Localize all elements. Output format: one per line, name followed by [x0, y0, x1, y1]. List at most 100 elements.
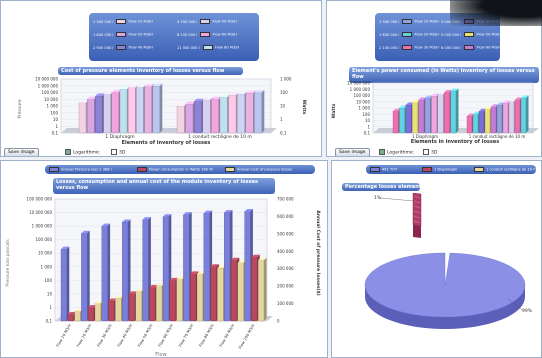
- bar-top: [450, 88, 459, 92]
- bar-front: [392, 111, 399, 134]
- legend-label: Flow 10 M3/H: [414, 19, 439, 24]
- legend-value: 1 600 000 l: [379, 32, 400, 37]
- legend-item: 1 300 000 l Flow 10 M3/H: [93, 19, 153, 24]
- legend-label: Flow 50 M3/H: [476, 32, 501, 37]
- legend-swatch: [49, 167, 59, 172]
- bar-side: [261, 90, 265, 133]
- bar-front: [67, 314, 74, 322]
- bar-front: [514, 99, 521, 134]
- legend-item: 461 TOT: [370, 167, 397, 172]
- save-image-button[interactable]: Save image: [335, 148, 370, 156]
- y2-tick-label: 100: [280, 90, 288, 95]
- bar-front: [203, 213, 210, 322]
- bar-top: [412, 99, 421, 103]
- legend-label: Flow 20 M3/H: [128, 32, 153, 37]
- legend-swatch: [137, 167, 147, 172]
- legend-swatch: [200, 32, 211, 37]
- x-axis-label: Flow: [155, 352, 166, 358]
- chart-title: Losses, consumption and annual cost of t…: [53, 178, 275, 194]
- x-tick-label: Flow 30 M3/H: [96, 323, 113, 348]
- y-tick-label: 100: [44, 278, 52, 283]
- pie-annotation: 1%: [374, 195, 382, 201]
- save-image-button[interactable]: Save image: [4, 148, 39, 156]
- legend-swatch: [402, 19, 413, 24]
- bar-front: [176, 279, 183, 322]
- legend-item: 11 000 000 l Flow 80 M3/H: [177, 45, 239, 50]
- bar-top: [67, 312, 77, 315]
- legend-swatch: [464, 45, 475, 50]
- bar-top: [163, 214, 172, 217]
- legend-swatch: [116, 19, 127, 24]
- bar-top: [152, 83, 163, 87]
- logarithmic-checkbox[interactable]: Logarithmic: [65, 149, 100, 156]
- bar-front: [484, 109, 491, 134]
- y2-tick-label: 1 000: [280, 77, 292, 82]
- y2-tick-label: 300 000: [277, 266, 294, 271]
- bar-top: [418, 97, 427, 100]
- bar: [219, 94, 230, 134]
- y-tick-label: 1 000 000: [350, 87, 371, 92]
- bar: [258, 257, 267, 322]
- bar-side: [456, 88, 459, 133]
- bar-top: [144, 83, 155, 87]
- legend-value: 2 100 000 l: [379, 45, 400, 50]
- x-tick-label: 1 conduit rectiligne de 10 m: [188, 134, 252, 140]
- 3d-checkbox[interactable]: 3D: [111, 149, 125, 156]
- pie-slice-side: [413, 225, 421, 238]
- x-tick-label: 1 Diaphragm: [105, 134, 134, 140]
- y-tick-label: 1 000 000: [38, 83, 59, 88]
- y-tick-label: 100 000: [35, 237, 52, 242]
- bar: [60, 246, 70, 322]
- legend-value: 4 700 000 l: [177, 19, 198, 24]
- bar-front: [149, 287, 156, 322]
- legend-label: Flow 60 M3/H: [212, 32, 237, 37]
- bar-top: [231, 257, 240, 261]
- bar-front: [119, 89, 128, 134]
- x-tick-label: 1 Diaphragm: [412, 134, 438, 139]
- panel-top-left: 1 300 000 l Flow 10 M3/H 1 800 000 l Flow 2…: [0, 0, 322, 157]
- y-tick-label: 100 000: [41, 90, 58, 95]
- bar-front: [95, 95, 103, 134]
- x-tick-label: Flow 50 M3/H: [136, 323, 153, 348]
- legend-label: Flow 60 M3/H: [476, 45, 501, 50]
- bar-front: [251, 257, 258, 322]
- bar: [228, 92, 239, 134]
- bar-top: [156, 283, 165, 286]
- legend-label: Flow 30 M3/H: [414, 45, 439, 50]
- bar-top: [185, 101, 196, 104]
- bar-front: [258, 260, 265, 322]
- bar-top: [79, 100, 89, 103]
- y-tick-label: 1 000: [359, 106, 371, 111]
- y-tick-label: 10 000 000: [29, 210, 52, 215]
- 3d-label: 3D: [119, 150, 126, 156]
- 3d-checkbox[interactable]: 3D: [423, 149, 437, 156]
- y-tick-label: 10 000: [44, 97, 58, 102]
- bar-front: [108, 300, 115, 322]
- pie-slice-small: [412, 193, 422, 238]
- bar-top: [101, 223, 111, 227]
- legend-value: 1 300 000 l: [93, 19, 114, 24]
- bar-front: [399, 107, 405, 134]
- legend-top-left: 1 300 000 l Flow 10 M3/H 1 800 000 l Flow 2…: [89, 13, 259, 61]
- bar-front: [244, 211, 251, 322]
- bar-top: [202, 97, 213, 100]
- legend-label: 1 conduit rectiligne de 10 m: [486, 167, 537, 172]
- bar-front: [144, 86, 152, 134]
- bar-top: [444, 90, 453, 93]
- bar: [245, 90, 256, 134]
- bar-top: [237, 260, 247, 263]
- bar: [237, 91, 248, 134]
- bar-front: [128, 293, 135, 322]
- y2-axis-label: Watts: [301, 100, 307, 115]
- legend-swatch: [464, 32, 475, 37]
- bar: [176, 103, 187, 134]
- bar-front: [74, 311, 81, 322]
- bar-front: [111, 92, 119, 134]
- bar-top: [497, 102, 505, 106]
- logarithmic-checkbox[interactable]: Logarithmic: [379, 149, 414, 156]
- legend-value: 1 800 000 l: [93, 32, 114, 37]
- y-tick-label: 1: [49, 305, 52, 310]
- legend-item: 1 300 000 l Flow 10 M3/H: [379, 19, 439, 24]
- bar-front: [78, 102, 87, 134]
